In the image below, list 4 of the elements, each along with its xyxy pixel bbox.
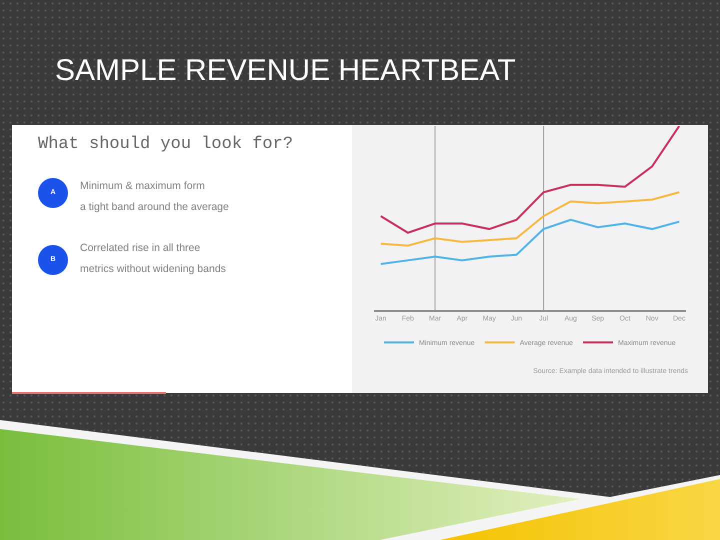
text: Minimum & maximum form a tight band around the average <box>80 179 229 215</box>
chart-title: SAMPLE REVENUE HEARTBEAT <box>55 54 516 88</box>
text: What should you look for? <box>38 135 294 155</box>
text: Correlated rise in all three metrics without widening bands <box>80 241 226 277</box>
